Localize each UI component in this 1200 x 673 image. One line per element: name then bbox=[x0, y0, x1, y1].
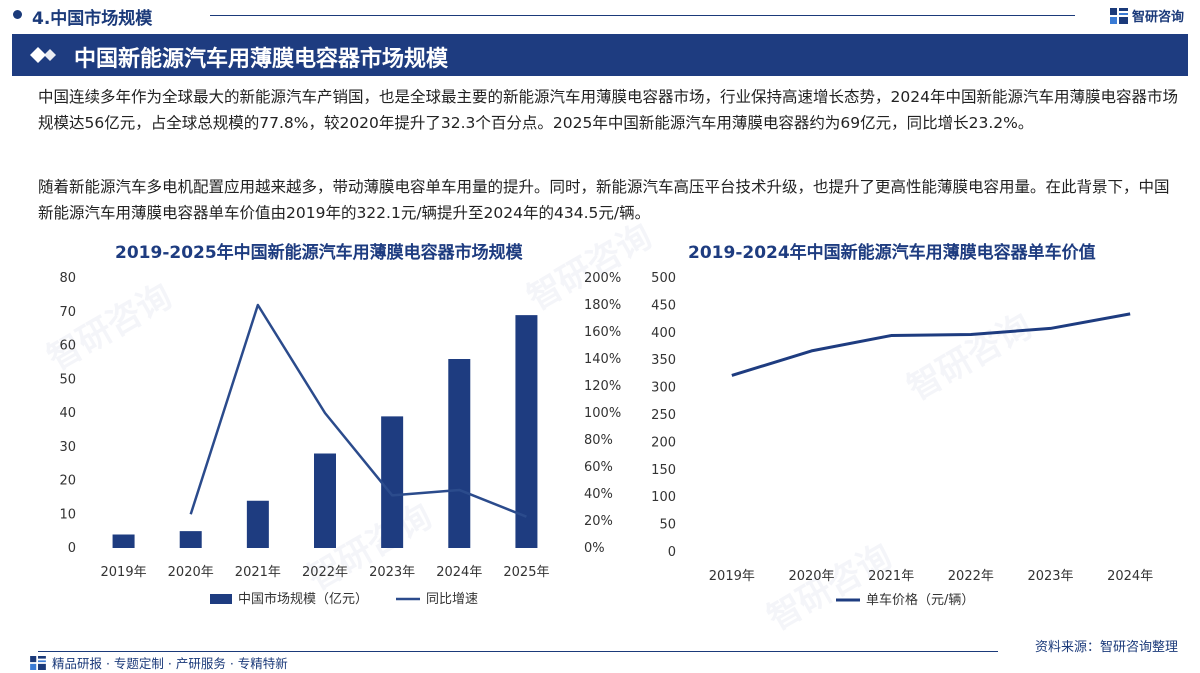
x-tick-label: 2025年 bbox=[503, 565, 549, 580]
y-tick-label: 50 bbox=[659, 518, 676, 533]
y-tick-label: 500 bbox=[651, 271, 676, 286]
bullet-dot-icon bbox=[13, 10, 22, 19]
market-size-bar bbox=[179, 531, 202, 548]
market-size-bar bbox=[112, 534, 135, 548]
y-tick-label: 300 bbox=[651, 381, 676, 396]
x-tick-label: 2024年 bbox=[436, 565, 482, 580]
market-size-bar bbox=[448, 359, 471, 548]
x-tick-label: 2021年 bbox=[868, 569, 914, 584]
y-left-tick-label: 60 bbox=[59, 339, 76, 354]
x-tick-label: 2024年 bbox=[1107, 569, 1153, 584]
y-tick-label: 350 bbox=[651, 353, 676, 368]
paragraph-2: 随着新能源汽车多电机配置应用越来越多，带动薄膜电容单车用量的提升。同时，新能源汽… bbox=[38, 178, 1170, 222]
unit-value-chart: 0 50 100 150 200 250 300 350 400 450 500 2019年 2020年… bbox=[651, 271, 1153, 608]
y-tick-label: 450 bbox=[651, 298, 676, 313]
x-tick-label: 2023年 bbox=[1027, 569, 1073, 584]
legend-bar-label: 中国市场规模（亿元） bbox=[238, 591, 368, 607]
y-right-tick-label: 180% bbox=[584, 298, 621, 313]
top-bar: 4.中国市场规模 智研咨询 bbox=[0, 0, 1200, 30]
market-size-chart: 0 10 20 30 40 50 60 70 80 0% 20% 40% 60% 80% 100% 120% 1… bbox=[59, 271, 621, 607]
y-left-tick-label: 40 bbox=[59, 406, 76, 421]
footer-tagline: 精品研报 · 专题定制 · 产研服务 · 专精特新 bbox=[52, 656, 288, 671]
y-left-tick-label: 70 bbox=[59, 305, 76, 320]
market-size-bar bbox=[246, 500, 269, 548]
y-right-tick-label: 160% bbox=[584, 325, 621, 340]
x-tick-label: 2020年 bbox=[168, 565, 214, 580]
legend-bar-swatch bbox=[210, 594, 232, 604]
y-right-tick-label: 140% bbox=[584, 352, 621, 367]
x-tick-label: 2019年 bbox=[101, 565, 147, 580]
title-banner: 中国新能源汽车用薄膜电容器市场规模 bbox=[12, 34, 1188, 76]
market-size-bar bbox=[515, 315, 538, 548]
brand-name: 智研咨询 bbox=[1131, 10, 1184, 25]
y-right-tick-label: 120% bbox=[584, 379, 621, 394]
header-divider bbox=[210, 15, 1075, 16]
brand: 智研咨询 bbox=[1109, 6, 1184, 25]
y-tick-label: 250 bbox=[651, 408, 676, 423]
legend-line-label: 同比增速 bbox=[426, 592, 478, 607]
y-right-tick-label: 20% bbox=[584, 514, 613, 529]
y-left-tick-label: 80 bbox=[59, 271, 76, 286]
y-tick-label: 0 bbox=[668, 545, 676, 560]
market-size-bar bbox=[314, 453, 336, 548]
y-right-tick-label: 100% bbox=[584, 406, 621, 421]
growth-rate-line bbox=[189, 303, 527, 518]
y-left-tick-label: 50 bbox=[59, 372, 76, 387]
chart1-title: 2019-2025年中国新能源汽车用薄膜电容器市场规模 bbox=[115, 243, 523, 263]
y-right-tick-label: 60% bbox=[584, 460, 613, 475]
footer: 精品研报 · 专题定制 · 产研服务 · 专精特新 bbox=[30, 653, 288, 672]
x-tick-label: 2020年 bbox=[788, 569, 834, 584]
section-title: 4.中国市场规模 bbox=[32, 9, 153, 29]
y-left-tick-label: 20 bbox=[59, 474, 76, 489]
y-right-tick-label: 200% bbox=[584, 271, 621, 286]
y-tick-label: 100 bbox=[651, 490, 676, 505]
market-size-bar bbox=[381, 416, 404, 548]
footer-divider bbox=[38, 651, 998, 652]
y-right-tick-label: 80% bbox=[584, 433, 613, 448]
y-right-tick-label: 0% bbox=[584, 541, 605, 556]
paragraph-1: 中国连续多年作为全球最大的新能源汽车产销国，也是全球最主要的新能源汽车用薄膜电容… bbox=[38, 88, 1178, 132]
y-left-tick-label: 10 bbox=[59, 507, 76, 522]
x-tick-label: 2022年 bbox=[302, 565, 348, 580]
chart2-title: 2019-2024年中国新能源汽车用薄膜电容器单车价值 bbox=[688, 243, 1096, 263]
brand-logo-icon bbox=[1109, 7, 1128, 24]
x-tick-label: 2023年 bbox=[369, 565, 415, 580]
legend-line-label: 单车价格（元/辆） bbox=[866, 592, 974, 608]
diamond-icon bbox=[30, 47, 56, 63]
footer-logo-icon bbox=[30, 655, 46, 670]
unit-price-line bbox=[731, 312, 1131, 377]
y-right-tick-label: 40% bbox=[584, 487, 613, 502]
y-tick-label: 150 bbox=[651, 463, 676, 478]
y-left-tick-label: 30 bbox=[59, 440, 76, 455]
source-note: 资料来源：智研咨询整理 bbox=[1034, 640, 1178, 655]
page-title: 中国新能源汽车用薄膜电容器市场规模 bbox=[74, 47, 449, 72]
x-tick-label: 2021年 bbox=[235, 565, 281, 580]
x-tick-label: 2019年 bbox=[709, 569, 755, 584]
y-tick-label: 200 bbox=[651, 435, 676, 450]
x-tick-label: 2022年 bbox=[948, 569, 994, 584]
y-tick-label: 400 bbox=[651, 326, 676, 341]
y-left-tick-label: 0 bbox=[68, 541, 76, 556]
